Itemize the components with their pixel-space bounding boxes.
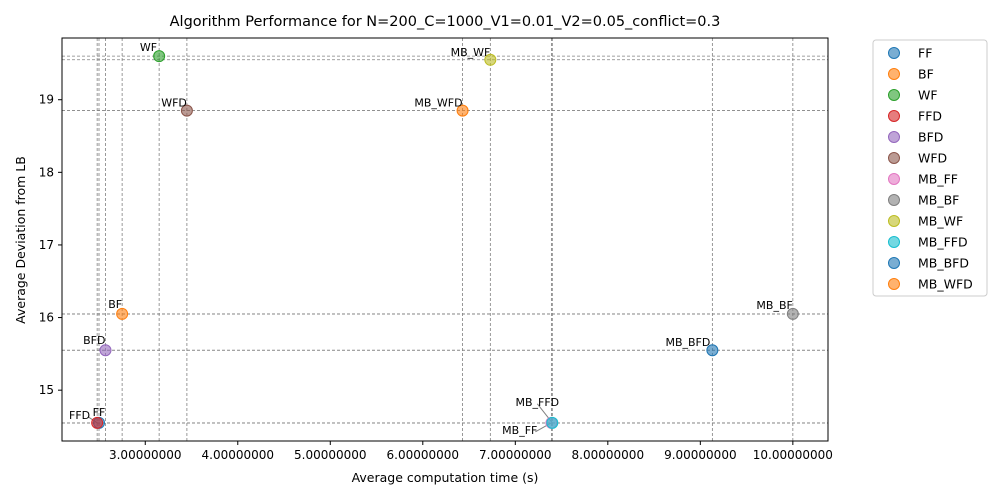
y-axis: 15 16 17 18 19: [39, 93, 62, 397]
legend-label-wf: WF: [918, 88, 938, 103]
legend-marker-mb_ffd: [888, 236, 900, 248]
legend-marker-ffd: [888, 110, 900, 122]
point-mb_ffd: [546, 416, 559, 429]
legend-entries: FF BF WF FFD BFD WFD MB_FF MB_BF MB_WF MB_FFD MB_B…: [888, 46, 973, 292]
chart-title: Algorithm Performance for N=200_C=1000_V…: [170, 14, 721, 30]
y-tick-label: 19: [39, 93, 54, 107]
legend-label-ffd: FFD: [918, 109, 942, 124]
legend-marker-bfd: [888, 131, 900, 143]
point-label-wfd: WFD: [161, 97, 187, 110]
x-tick-label: 3.00000000: [109, 448, 182, 462]
point-bfd: [99, 344, 112, 357]
x-tick-label: 5.00000000: [294, 448, 367, 462]
y-tick-label: 17: [39, 238, 54, 252]
point-ffd: [91, 416, 104, 429]
point-label-mb_wfd: MB_WFD: [414, 97, 462, 110]
point-bf: [116, 307, 129, 320]
x-tick-label: 9.00000000: [664, 448, 737, 462]
x-axis: 3.00000000 4.00000000 5.00000000 6.00000000…: [109, 441, 833, 462]
point-label-mb_bf: MB_BF: [756, 299, 792, 312]
point-label-wf: WF: [140, 41, 157, 54]
legend-label-mb_bf: MB_BF: [918, 193, 959, 208]
plot-frame: [61, 37, 829, 442]
y-axis-label: Average Deviation from LB: [13, 156, 28, 324]
point-label-mb_ff: MB_FF: [502, 424, 537, 437]
point-label-ffd: FFD: [69, 409, 90, 422]
point-wf: [153, 50, 166, 63]
point-mb_bfd: [706, 344, 719, 357]
annotations: [87, 403, 553, 433]
legend-label-wfd: WFD: [918, 151, 947, 166]
y-tick-label: 18: [39, 165, 54, 179]
point-label-bf: BF: [108, 298, 122, 311]
point-mb_wf: [484, 53, 497, 66]
legend-label-bf: BF: [918, 67, 934, 82]
legend-marker-bf: [888, 68, 900, 80]
y-tick-label: 16: [39, 311, 54, 325]
legend-label-mb_wf: MB_WF: [918, 214, 963, 229]
point-wfd: [180, 104, 193, 117]
legend-marker-mb_wfd: [888, 278, 900, 290]
legend-marker-wfd: [888, 152, 900, 164]
legend-label-mb_bfd: MB_BFD: [918, 256, 969, 271]
legend-marker-mb_ff: [888, 173, 900, 185]
legend-label-ff: FF: [918, 46, 932, 61]
point-label-mb_ffd: MB_FFD: [515, 396, 559, 409]
point-mb_wfd: [456, 104, 469, 117]
legend-frame: [872, 39, 988, 297]
point-label-mb_bfd: MB_BFD: [665, 336, 710, 349]
x-tick-label: 6.00000000: [387, 448, 460, 462]
x-tick-label: 7.00000000: [479, 448, 552, 462]
data-points: [91, 50, 799, 429]
point-label-ff: FF: [93, 406, 106, 419]
legend-label-mb_ffd: MB_FFD: [918, 235, 968, 250]
plot-area: FF BF WF FFD BFD WFD MB_FF MB_BF MB_WF MB_FFD MB_B…: [61, 37, 829, 442]
legend-label-mb_wfd: MB_WFD: [918, 277, 973, 292]
point-mb_bf: [786, 307, 799, 320]
x-tick-label: 8.00000000: [572, 448, 645, 462]
point-label-bfd: BFD: [83, 334, 105, 347]
y-tick-label: 15: [39, 383, 54, 397]
legend-marker-ff: [888, 47, 900, 59]
legend-marker-mb_bf: [888, 194, 900, 206]
point-label-mb_wf: MB_WF: [451, 46, 491, 59]
x-axis-label: Average computation time (s): [352, 470, 539, 485]
point-labels: FF BF WF FFD BFD WFD MB_FF MB_BF MB_WF MB_FFD MB_B…: [69, 41, 793, 437]
legend-marker-mb_bfd: [888, 257, 900, 269]
x-tick-label: 4.00000000: [202, 448, 275, 462]
x-tick-label: 10.00000000: [753, 448, 833, 462]
legend-label-bfd: BFD: [918, 130, 943, 145]
legend-label-mb_ff: MB_FF: [918, 172, 958, 187]
legend-marker-wf: [888, 89, 900, 101]
legend: FF BF WF FFD BFD WFD MB_FF MB_BF MB_WF MB_FFD MB_B…: [872, 39, 988, 297]
legend-marker-mb_wf: [888, 215, 900, 227]
reference-lines: [62, 38, 828, 441]
